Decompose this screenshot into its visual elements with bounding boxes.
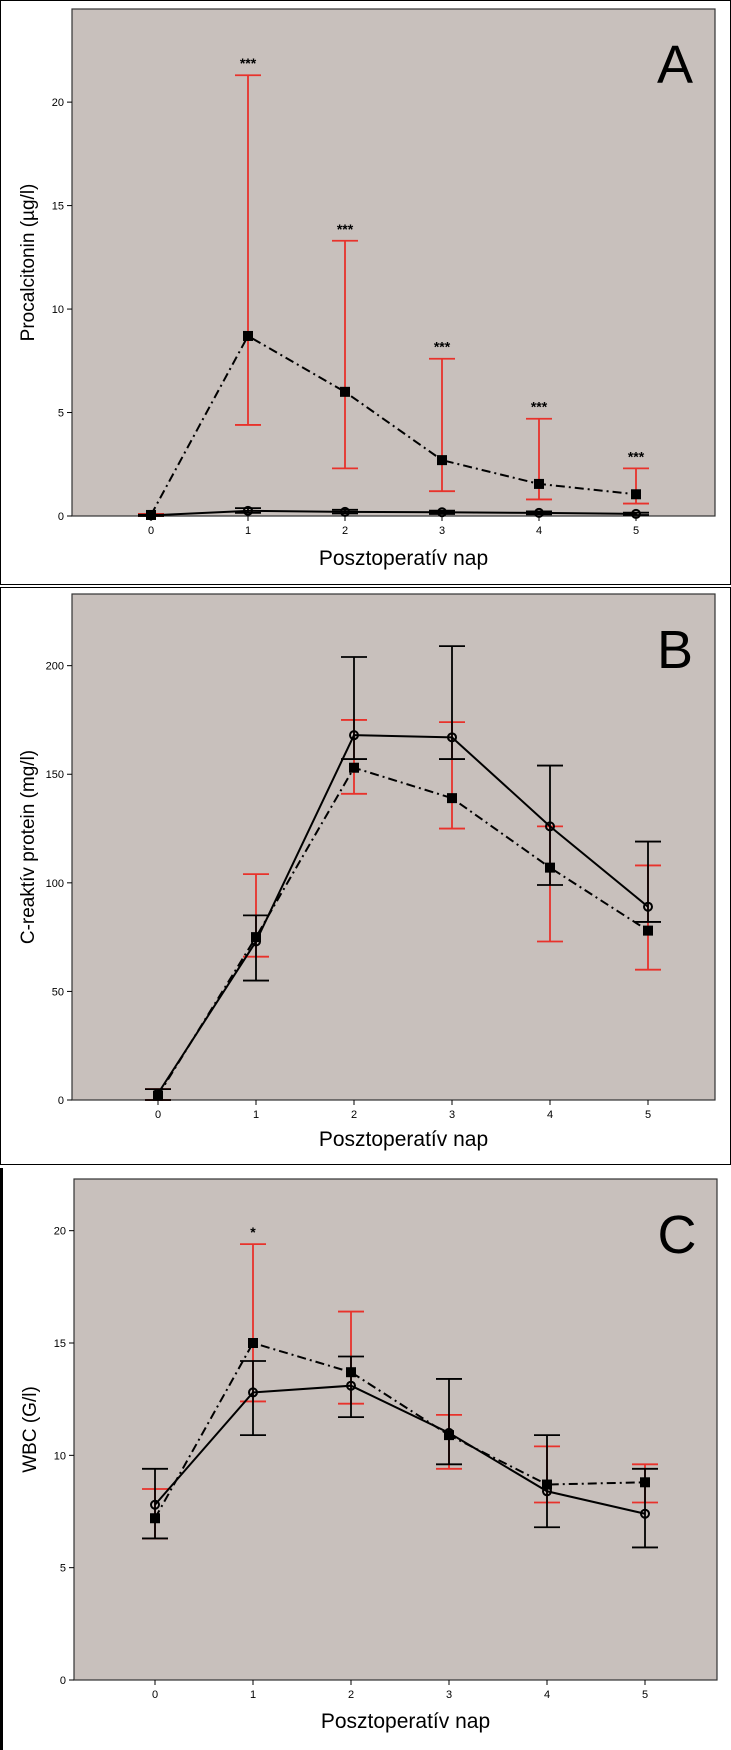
x-tick-label: 4 [544, 1689, 550, 1701]
y-tick-label: 10 [54, 1450, 66, 1462]
y-tick-label: 0 [60, 1675, 66, 1687]
data-point-square [153, 1090, 163, 1101]
data-point-circle [640, 1508, 650, 1519]
panel-letter: C [658, 1205, 697, 1265]
panel-a: 0 5 10 15 20 0 1 2 3 4 5 Posztoperatív nap Procalcit… [0, 0, 731, 585]
panel-b: 0 50 100 150 200 0 1 2 3 4 5 Posztoperatív nap C-rea… [0, 587, 731, 1165]
y-tick-label: 5 [60, 1563, 66, 1575]
data-point-square [146, 509, 156, 520]
significance-marker: *** [337, 221, 354, 237]
y-axis-label: Procalcitonin (µg/l) [18, 184, 39, 342]
plot-area [71, 8, 716, 517]
data-point-circle [542, 1486, 552, 1497]
y-tick-label: 0 [58, 511, 64, 523]
plot-area [71, 593, 716, 1101]
data-point-square [447, 793, 457, 804]
y-tick-label: 20 [52, 97, 64, 109]
x-tick-label: 2 [351, 1109, 357, 1121]
data-point-circle [153, 1088, 163, 1099]
data-point-square [243, 330, 253, 341]
x-tick-label: 0 [152, 1689, 158, 1701]
data-point-square [545, 862, 555, 873]
series-line [150, 334, 637, 516]
significance-marker: *** [240, 55, 257, 71]
significance-marker: *** [531, 399, 548, 415]
y-tick-label: 200 [46, 661, 64, 673]
data-point-square [349, 762, 359, 773]
x-tick-label: 3 [449, 1109, 455, 1121]
data-point-circle [150, 1499, 160, 1510]
y-tick-label: 10 [52, 304, 64, 316]
x-tick-label: 2 [342, 525, 348, 537]
y-tick-label: 100 [46, 878, 64, 890]
y-tick-label: 50 [52, 986, 64, 998]
data-point-circle [349, 730, 359, 741]
series-line [154, 1384, 646, 1515]
data-point-circle [340, 506, 350, 517]
data-point-circle [444, 1427, 454, 1438]
series-line [154, 1341, 646, 1519]
data-point-square [631, 489, 641, 500]
data-point-circle [545, 821, 555, 832]
significance-marker: * [250, 1224, 256, 1240]
data-point-circle [251, 936, 261, 947]
series-line [150, 509, 637, 517]
chart-procalcitonin: 0 5 10 15 20 0 1 2 3 4 5 Posztoperatív nap Procalcit… [18, 8, 716, 570]
x-axis-label: Posztoperatív nap [319, 1128, 488, 1151]
panel-c: 0 5 10 15 20 0 1 2 3 4 5 Posztoperatív nap WBC (G/l)… [0, 1168, 731, 1750]
y-tick-label: 5 [58, 408, 64, 420]
x-tick-label: 1 [245, 525, 251, 537]
x-tick-label: 0 [148, 525, 154, 537]
x-tick-label: 3 [439, 525, 445, 537]
x-tick-label: 2 [348, 1689, 354, 1701]
significance-marker: *** [434, 339, 451, 355]
data-point-square [340, 386, 350, 397]
x-tick-label: 5 [633, 525, 639, 537]
series-line [157, 766, 649, 1097]
data-point-circle [631, 508, 641, 519]
data-point-square [437, 455, 447, 466]
panel-letter: A [657, 35, 693, 95]
data-point-circle [437, 507, 447, 518]
chart-wbc: 0 5 10 15 20 0 1 2 3 4 5 Posztoperatív nap WBC (G/l)… [20, 1178, 718, 1733]
x-tick-label: 5 [642, 1689, 648, 1701]
y-tick-label: 15 [54, 1338, 66, 1350]
chart-c-reactive-protein: 0 50 100 150 200 0 1 2 3 4 5 Posztoperatív nap C-rea… [18, 593, 716, 1151]
data-point-square [444, 1430, 454, 1441]
y-axis-label: C-reaktív protein (mg/l) [18, 750, 39, 944]
data-point-square [542, 1479, 552, 1490]
significance-marker: *** [628, 448, 645, 464]
y-tick-label: 20 [54, 1226, 66, 1238]
data-point-circle [346, 1380, 356, 1391]
data-point-square [150, 1513, 160, 1524]
x-tick-label: 4 [547, 1109, 553, 1121]
series-line [157, 734, 649, 1095]
data-point-square [640, 1477, 650, 1488]
data-point-square [534, 478, 544, 489]
plot-area [73, 1178, 718, 1681]
data-point-square [643, 925, 653, 936]
x-tick-label: 0 [155, 1109, 161, 1121]
y-tick-label: 15 [52, 201, 64, 213]
x-tick-label: 3 [446, 1689, 452, 1701]
data-point-circle [146, 510, 156, 521]
x-tick-label: 4 [536, 525, 542, 537]
x-tick-label: 1 [250, 1689, 256, 1701]
data-point-circle [447, 732, 457, 743]
data-point-circle [243, 505, 253, 516]
y-tick-label: 150 [46, 769, 64, 781]
x-tick-label: 5 [645, 1109, 651, 1121]
x-axis-label: Posztoperatív nap [321, 1710, 490, 1733]
data-point-square [346, 1367, 356, 1378]
x-axis-label: Posztoperatív nap [319, 547, 488, 570]
data-point-square [248, 1338, 258, 1349]
y-tick-label: 0 [58, 1095, 64, 1107]
x-tick-label: 1 [253, 1109, 259, 1121]
data-point-circle [248, 1387, 258, 1398]
data-point-circle [643, 901, 653, 912]
panel-letter: B [657, 620, 693, 680]
data-point-circle [534, 507, 544, 518]
y-axis-label: WBC (G/l) [20, 1386, 41, 1473]
